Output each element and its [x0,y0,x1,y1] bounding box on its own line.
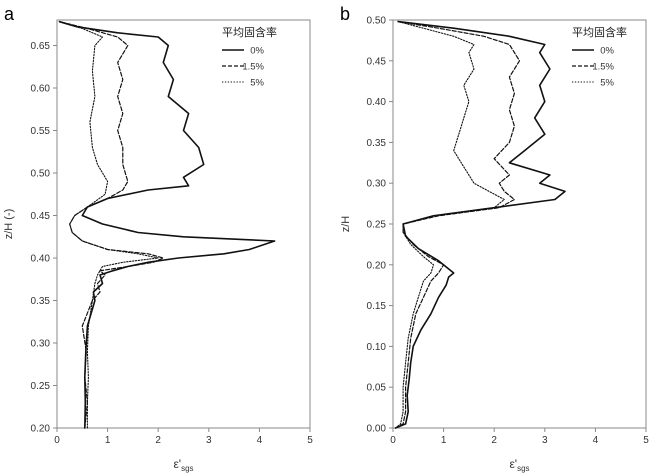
x-tick-label: 1 [105,435,111,446]
x-tick-label: 5 [307,435,313,446]
y-tick-label: 0.25 [367,220,387,231]
panel-a: a 0 1 2 3 4 5 0.20 0.25 0.30 0.35 0.40 0.45 0.50 0.55 0… [3,4,313,473]
y-tick-label: 0.60 [31,84,51,95]
legend-title: 平均固含率 [222,25,277,39]
legend-label: 0% [600,46,614,57]
series-line-1-5pct [394,21,521,429]
y-tick-label: 0.15 [367,301,387,312]
panel-b: b 0 1 2 3 4 5 0.00 0.05 0.10 0.15 0.20 0.25 0.30 0.35 0… [340,4,649,473]
y-tick-label: 0.10 [367,342,387,353]
y-axis-label: z/H [340,216,352,233]
x-axis-label: ε'sgs [173,457,193,473]
legend-label: 5% [250,78,264,89]
series-line-0pct [394,20,566,429]
legend-label: 0% [250,46,264,57]
y-tick-label: 0.20 [367,260,387,271]
panel-letter: b [340,4,350,24]
legend: 平均固含率 0% 1.5% 5% [572,25,627,89]
series-line-0pct [58,20,276,429]
y-tick-label: 0.30 [31,339,51,350]
x-axis-label: ε'sgs [509,457,529,473]
x-tick-label: 3 [206,435,212,446]
y-axis-label: z/H (-) [3,209,15,240]
x-tick-label: 0 [54,435,60,446]
legend-title: 平均固含率 [572,25,627,39]
y-tick-label: 0.45 [31,211,51,222]
x-tick-label: 2 [155,435,161,446]
y-tick-label: 0.05 [367,383,387,394]
x-tick-label: 5 [643,435,649,446]
y-tick-label: 0.50 [367,16,387,27]
y-tick-label: 0.35 [31,296,51,307]
legend: 平均固含率 0% 1.5% 5% [222,25,277,89]
y-tick-label: 0.65 [31,41,51,52]
plot-frame [56,19,311,429]
y-tick-label: 0.40 [367,97,387,108]
x-tick-label: 0 [390,435,396,446]
y-tick-label: 0.55 [31,126,51,137]
x-tick-label: 4 [257,435,263,446]
y-tick-label: 0.30 [367,179,387,190]
series-line-1-5pct [58,21,164,429]
y-tick-label: 0.20 [31,424,51,435]
y-tick-label: 0.35 [367,138,387,149]
series-line-5pct [58,21,159,429]
x-tick-label: 2 [491,435,497,446]
x-tick-label: 1 [441,435,447,446]
y-tick-label: 0.50 [31,169,51,180]
y-tick-label: 0.00 [367,424,387,435]
y-tick-label: 0.45 [367,56,387,67]
y-tick-label: 0.40 [31,254,51,265]
x-tick-label: 4 [593,435,599,446]
y-tick-label: 0.25 [31,381,51,392]
panel-letter: a [4,4,15,24]
legend-label: 1.5% [592,62,614,73]
legend-label: 1.5% [242,62,264,73]
legend-label: 5% [600,78,614,89]
x-tick-label: 3 [542,435,548,446]
series-line-5pct [394,21,505,429]
